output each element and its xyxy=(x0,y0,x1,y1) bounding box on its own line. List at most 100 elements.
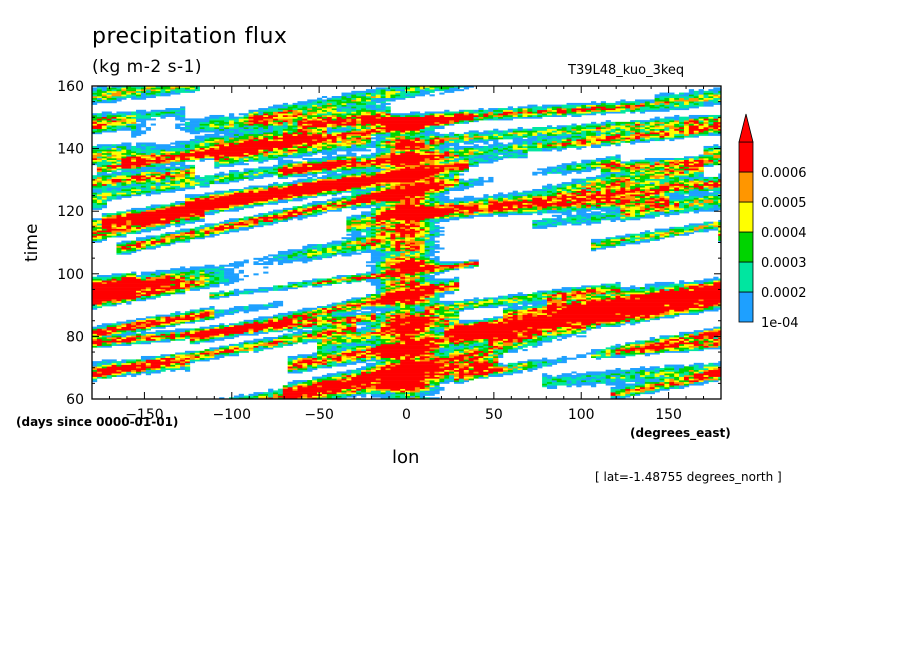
precip-cell xyxy=(567,192,572,194)
precip-cell xyxy=(175,328,190,330)
precip-cell xyxy=(439,316,444,318)
precip-cell xyxy=(244,342,249,344)
precip-cell xyxy=(195,277,200,279)
precip-cell xyxy=(288,218,293,220)
precip-cell xyxy=(312,248,317,250)
precip-cell xyxy=(234,227,239,229)
precip-cell xyxy=(645,206,650,208)
precip-cell xyxy=(283,210,288,212)
precip-cell xyxy=(434,296,439,298)
precip-cell xyxy=(160,365,165,367)
precip-cell xyxy=(405,304,415,306)
precip-cell xyxy=(219,225,224,227)
precip-cell xyxy=(630,297,635,299)
precip-cell xyxy=(361,371,366,373)
precip-cell xyxy=(390,313,395,315)
precip-cell xyxy=(459,203,469,205)
precip-cell xyxy=(454,359,459,361)
precip-cell xyxy=(444,347,454,349)
precip-cell xyxy=(151,322,171,324)
precip-cell xyxy=(219,222,224,224)
precip-cell xyxy=(625,344,630,346)
precip-cell xyxy=(190,285,195,287)
precip-cell xyxy=(351,217,356,219)
precip-cell xyxy=(655,282,675,284)
precip-cell xyxy=(562,334,567,336)
precip-cell xyxy=(508,322,567,324)
precip-cell xyxy=(224,225,229,227)
precip-cell xyxy=(346,198,351,200)
precip-cell xyxy=(659,340,664,342)
precip-cell xyxy=(571,198,586,200)
precip-cell xyxy=(655,349,660,351)
precip-cell xyxy=(205,213,215,215)
precip-cell xyxy=(116,363,121,365)
precip-cell xyxy=(92,365,97,367)
precip-cell xyxy=(346,370,351,372)
precip-cell xyxy=(146,328,151,330)
precip-cell xyxy=(351,223,361,225)
precip-cell xyxy=(258,340,263,342)
precip-cell xyxy=(205,280,210,282)
precip-cell xyxy=(679,368,694,370)
precip-cell xyxy=(381,272,386,274)
precip-cell xyxy=(439,204,444,206)
precip-cell xyxy=(425,249,430,251)
precip-cell xyxy=(317,349,327,351)
precip-cell xyxy=(136,248,141,250)
precip-cell xyxy=(591,375,606,377)
precip-cell xyxy=(121,248,131,250)
precip-cell xyxy=(116,244,126,246)
precip-cell xyxy=(635,344,640,346)
precip-cell xyxy=(439,198,449,200)
precip-cell xyxy=(273,327,283,329)
precip-cell xyxy=(547,301,562,303)
precip-cell xyxy=(537,222,552,224)
precip-cell xyxy=(97,194,112,196)
precip-cell xyxy=(376,327,381,329)
precip-cell xyxy=(381,263,386,265)
precip-cell xyxy=(234,192,317,194)
precip-cell xyxy=(493,363,498,365)
precip-cell xyxy=(366,370,371,372)
precip-cell xyxy=(611,239,621,241)
precip-cell xyxy=(439,378,444,380)
precip-cell xyxy=(97,337,107,339)
precip-cell xyxy=(537,194,542,196)
precip-cell xyxy=(615,322,620,324)
precip-cell xyxy=(312,206,322,208)
precip-cell xyxy=(464,358,469,360)
precip-cell xyxy=(92,303,102,305)
precip-cell xyxy=(655,287,665,289)
precip-cell xyxy=(439,320,444,322)
precip-cell xyxy=(395,237,405,239)
precip-cell xyxy=(469,365,494,367)
precip-cell xyxy=(498,318,503,320)
precip-cell xyxy=(454,340,459,342)
precip-cell xyxy=(557,222,562,224)
precip-cell xyxy=(112,342,117,344)
precip-cell xyxy=(444,375,449,377)
precip-cell xyxy=(116,280,185,282)
precip-cell xyxy=(366,242,376,244)
precip-cell xyxy=(327,316,332,318)
precip-cell xyxy=(674,227,694,229)
precip-cell xyxy=(327,330,337,332)
precip-cell xyxy=(532,297,537,299)
precip-cell xyxy=(185,282,190,284)
precip-cell xyxy=(278,251,293,253)
precip-cell xyxy=(146,323,161,325)
precip-cell xyxy=(395,239,400,241)
precip-cell xyxy=(532,363,537,365)
precip-cell xyxy=(381,297,420,299)
precip-cell xyxy=(655,239,660,241)
precip-cell xyxy=(704,201,714,203)
precip-cell xyxy=(518,340,523,342)
precip-cell xyxy=(420,227,425,229)
precip-cell xyxy=(420,282,425,284)
precip-cell xyxy=(400,361,435,363)
precip-cell xyxy=(342,254,352,256)
precip-cell xyxy=(121,234,126,236)
precip-cell xyxy=(146,363,151,365)
precip-cell xyxy=(420,201,425,203)
